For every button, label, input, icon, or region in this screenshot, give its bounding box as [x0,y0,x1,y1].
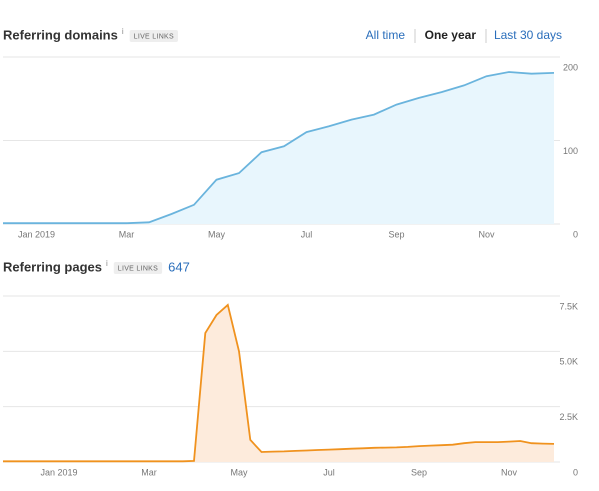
current-value: 647 [168,259,190,274]
badge-text: LIVE LINKS [134,33,174,40]
x-tick-label: May [230,467,248,477]
y-tick-label: 2.5K [559,412,578,422]
badge [129,30,178,42]
x-tick-label: Nov [501,467,518,477]
range-tab[interactable]: One year [425,28,477,42]
x-tick-label: Mar [119,229,135,239]
x-tick-label: Jan 2019 [18,229,55,239]
y-tick-label: 7.5K [559,301,578,311]
y-tick-label: 100 [563,146,578,156]
x-tick-label: May [208,229,226,239]
info-icon[interactable]: i [122,27,124,36]
top-axis-label: Oct [296,0,311,1]
section-title: Referring domains [3,27,118,42]
x-tick-label: Jul [323,467,335,477]
range-tab[interactable]: All time [366,28,406,42]
data-line [2,71,555,225]
badge-text: LIVE LINKS [118,265,158,272]
x-tick-label: Mar [141,467,157,477]
section-title: Referring pages [3,259,102,274]
y-tick-label: 0 [573,229,578,239]
x-tick-label: Sep [411,467,427,477]
y-tick-label: 0 [573,467,578,477]
area-fill [3,304,554,462]
x-tick-label: Nov [478,229,495,239]
x-tick-label: Sep [388,229,404,239]
range-tab[interactable]: Last 30 days [494,28,562,42]
y-tick-label: 5.0K [559,357,578,367]
x-tick-label: Jan 2019 [40,467,77,477]
data-line [2,303,555,463]
info-icon[interactable]: i [106,259,108,268]
top-axis-label: Nov [459,0,476,1]
badge [113,262,163,274]
x-tick-label: Jul [301,229,313,239]
y-tick-label: 200 [563,62,578,72]
